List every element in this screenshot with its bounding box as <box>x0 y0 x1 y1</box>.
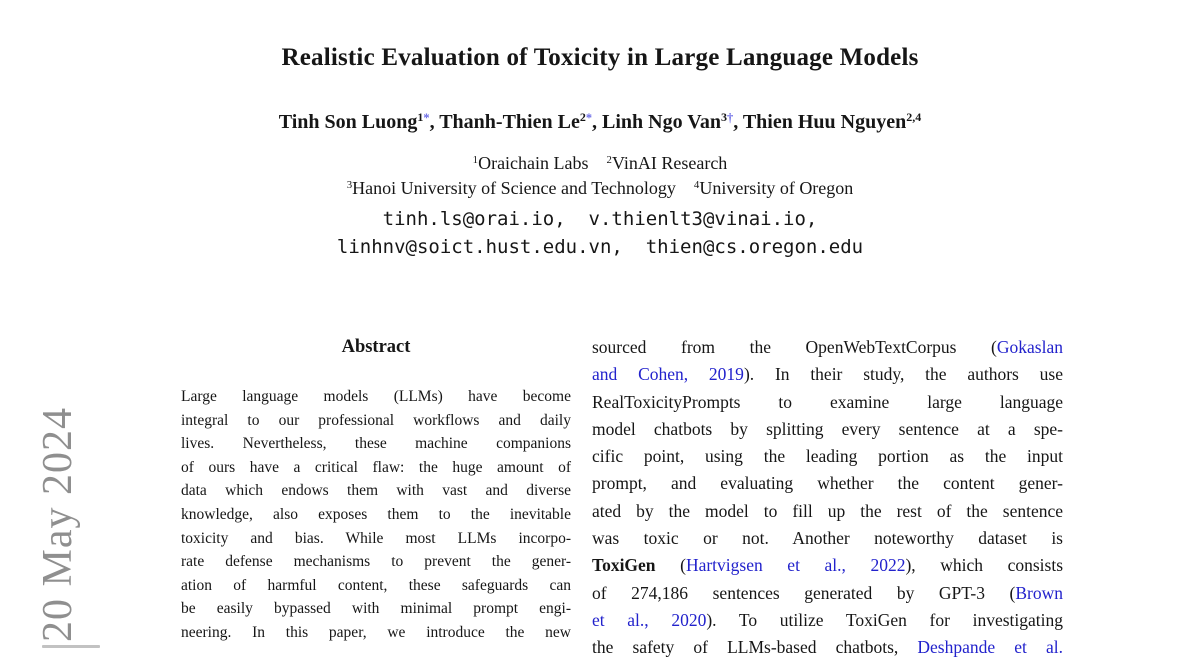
text-segment: 1 <box>472 154 479 167</box>
text-segment: ), which consists <box>905 555 1064 576</box>
text-line: data which endows them with vast and div… <box>181 479 571 503</box>
citation-link[interactable]: Deshpande et al. <box>917 637 1064 658</box>
text-segment: VinAI Research <box>611 153 728 173</box>
text-segment: 4 <box>693 179 700 192</box>
text-line: model chatbots by splitting every senten… <box>592 416 1063 443</box>
intro-right-column: sourced from the OpenWebTextCorpus (Goka… <box>592 334 1063 662</box>
text-line: neering. In this paper, we introduce the… <box>181 621 571 645</box>
text-segment: integral to our professional workflows a… <box>181 411 571 429</box>
text-segment: be easily bypassed with minimal prompt e… <box>181 600 571 618</box>
text-line: of ours have a critical flaw: the huge a… <box>181 456 571 480</box>
text-line: toxicity and bias. While most LLMs incor… <box>181 527 571 551</box>
paper-title: Realistic Evaluation of Toxicity in Larg… <box>281 44 919 71</box>
text-segment: , <box>429 111 440 133</box>
citation-link[interactable]: Gokaslan <box>996 337 1063 357</box>
text-segment: model chatbots by splitting every senten… <box>592 418 1063 439</box>
text-line: integral to our professional workflows a… <box>181 409 571 433</box>
abstract-body: Large language models (LLMs) have become… <box>181 385 571 645</box>
text-segment: University of Oregon <box>699 178 854 198</box>
text-segment: Thanh-Thien Le <box>439 111 580 133</box>
text-line: Large language models (LLMs) have become <box>181 385 571 409</box>
text-segment: data which endows them with vast and div… <box>181 482 571 500</box>
text-segment: cific point, using the leading portion a… <box>592 446 1063 467</box>
text-segment <box>589 153 607 173</box>
arxiv-date-watermark: 20 May 2024 <box>35 407 81 642</box>
footnote-mark: * <box>423 111 430 126</box>
text-line: ation of harmful content, these safeguar… <box>181 574 571 598</box>
text-line: ToxiGen (Hartvigsen et al., 2022), which… <box>592 552 1063 579</box>
text-segment: was toxic or not. Another noteworthy dat… <box>592 528 1063 549</box>
text-segment: rate defense mechanisms to prevent the g… <box>181 553 571 571</box>
text-line: was toxic or not. Another noteworthy dat… <box>592 525 1063 552</box>
text-segment: 2 <box>606 154 612 167</box>
text-segment: 2 <box>579 110 586 125</box>
text-segment: 2,4 <box>906 110 922 125</box>
text-segment: Oraichain Labs <box>478 153 589 173</box>
author-line: Tinh Son Luong1*, Thanh-Thien Le2*, Linh… <box>0 110 1200 134</box>
text-line: rate defense mechanisms to prevent the g… <box>181 550 571 574</box>
text-line: and Cohen, 2019). In their study, the au… <box>592 361 1063 388</box>
text-segment: prompt, and evaluating whether the conte… <box>592 473 1063 494</box>
arxiv-watermark-cutoff <box>42 645 100 648</box>
text-line: lives. Nevertheless, these machine compa… <box>181 432 571 456</box>
text-line: of 274,186 sentences generated by GPT-3 … <box>592 580 1063 607</box>
text-segment: , <box>592 111 603 133</box>
text-segment: 1 <box>417 110 424 125</box>
text-segment: ). To utilize ToxiGen for investigating <box>706 609 1063 630</box>
text-line: 1Oraichain Labs 2VinAI Research <box>0 153 1200 174</box>
abstract-heading: Abstract <box>341 337 411 357</box>
text-line: RealToxicityPrompts to examine large lan… <box>592 389 1063 416</box>
text-segment: ). In their study, the authors use <box>743 364 1063 385</box>
text-segment: neering. In this paper, we introduce the… <box>181 623 571 641</box>
text-line: be easily bypassed with minimal prompt e… <box>181 597 571 621</box>
paper-page: Realistic Evaluation of Toxicity in Larg… <box>0 44 1200 658</box>
text-line: cific point, using the leading portion a… <box>592 443 1063 470</box>
affiliation-line-2: 3Hanoi University of Science and Technol… <box>0 178 1200 199</box>
text-line: prompt, and evaluating whether the conte… <box>592 470 1063 497</box>
citation-link[interactable]: Brown <box>1015 582 1063 603</box>
text-segment: Tinh Son Luong <box>278 111 418 133</box>
text-segment <box>676 178 694 198</box>
text-segment: Thien Huu Nguyen <box>742 111 907 133</box>
text-line: Tinh Son Luong1*, Thanh-Thien Le2*, Linh… <box>0 110 1200 134</box>
text-line: sourced from the OpenWebTextCorpus (Goka… <box>592 334 1063 361</box>
text-segment: ation of harmful content, these safeguar… <box>181 576 571 594</box>
email-line-1: tinh.ls@orai.io, v.thienlt3@vinai.io, <box>382 208 818 230</box>
text-segment: Large language models (LLMs) have become <box>181 388 571 405</box>
text-segment: of 274,186 sentences generated by GPT-3 … <box>592 582 1016 603</box>
text-segment: the safety of LLMs-based chatbots, <box>592 637 918 658</box>
citation-link[interactable]: et al., 2020 <box>592 609 707 630</box>
text-segment: sourced from the OpenWebTextCorpus ( <box>592 337 997 357</box>
text-segment: RealToxicityPrompts to examine large lan… <box>592 391 1063 412</box>
footnote-mark: † <box>727 111 734 126</box>
text-segment: ToxiGen <box>592 555 656 576</box>
text-segment: 3 <box>346 179 353 192</box>
text-segment: lives. Nevertheless, these machine compa… <box>181 435 571 453</box>
text-segment: knowledge, also exposes them to the inev… <box>181 505 571 523</box>
text-line: 3Hanoi University of Science and Technol… <box>0 178 1200 199</box>
text-segment: Hanoi University of Science and Technolo… <box>352 178 676 198</box>
email-line-2: linhnv@soict.hust.edu.vn, thien@cs.orego… <box>336 236 864 258</box>
citation-link[interactable]: and Cohen, 2019 <box>592 364 744 385</box>
citation-link[interactable]: Hartvigsen et al., 2022 <box>685 555 906 576</box>
text-segment: of ours have a critical flaw: the huge a… <box>181 458 571 476</box>
text-line: ated by the model to fill up the rest of… <box>592 498 1063 525</box>
text-segment: , <box>733 111 743 133</box>
text-segment: ( <box>655 555 686 576</box>
text-segment: 3 <box>721 110 727 125</box>
text-segment: ated by the model to fill up the rest of… <box>592 500 1063 521</box>
footnote-mark: * <box>585 111 593 126</box>
affiliation-line-1: 1Oraichain Labs 2VinAI Research <box>0 153 1200 174</box>
text-line: knowledge, also exposes them to the inev… <box>181 503 571 527</box>
text-segment: Linh Ngo Van <box>602 111 721 133</box>
text-line: et al., 2020). To utilize ToxiGen for in… <box>592 607 1063 634</box>
text-segment: toxicity and bias. While most LLMs incor… <box>181 529 571 547</box>
